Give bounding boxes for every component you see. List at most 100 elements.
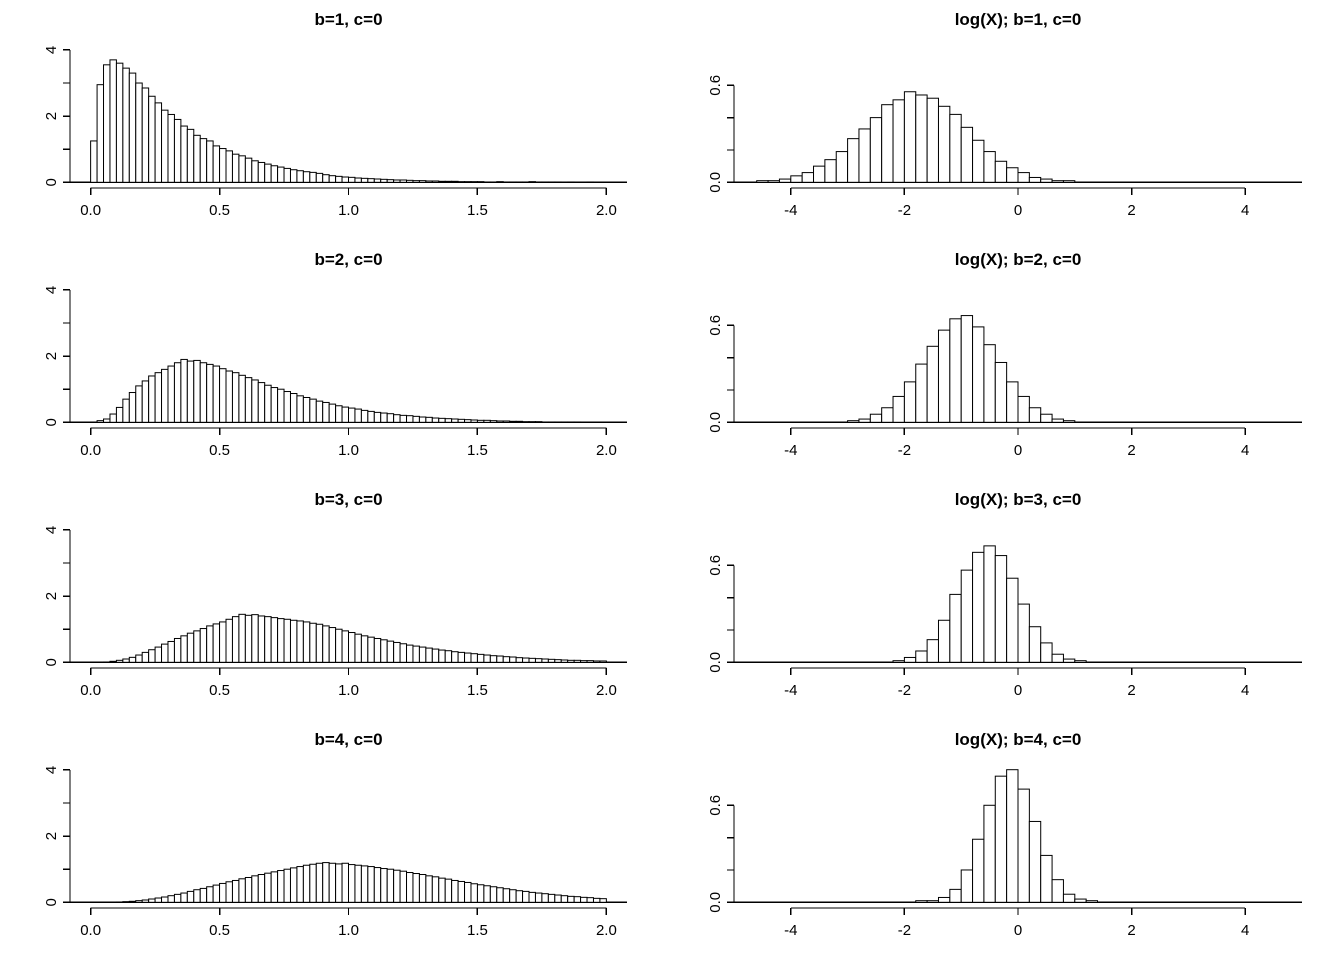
histogram-bar: [1085, 900, 1099, 903]
histogram-bar: [438, 417, 446, 423]
histogram-bar: [328, 403, 337, 423]
histogram-bar: [926, 345, 939, 423]
histogram-bar: [1062, 893, 1076, 903]
histogram-bar: [972, 551, 985, 663]
histogram-bar: [251, 614, 259, 663]
histogram-bar: [186, 632, 195, 663]
histogram-bar: [778, 178, 792, 183]
histogram-bar: [483, 419, 491, 423]
x-tick-label: 0.0: [80, 682, 101, 699]
histogram-bar: [238, 155, 246, 183]
histogram-plot-log-b2: log(X); b=2, c=0 -4 -2 0 2 4 0.0 0.6: [672, 240, 1344, 480]
histogram-bar: [983, 151, 996, 183]
x-axis: -4 -2 0 2 4: [784, 427, 1249, 459]
histogram-bar: [835, 151, 849, 183]
histogram-bar: [457, 181, 466, 183]
histogram-bar: [367, 866, 375, 903]
y-axis: 0.0 0.6: [707, 75, 735, 193]
histogram-bar: [592, 897, 601, 903]
histogram-bar: [496, 181, 504, 183]
histogram-bar: [180, 635, 188, 663]
histogram-bar: [206, 625, 214, 663]
histogram-bar: [438, 180, 446, 183]
histogram-bar: [470, 653, 478, 663]
histogram-bars: [103, 613, 607, 663]
histogram-plot-log-b4: log(X); b=4, c=0 -4 -2 0 2 4 0.0 0.6: [672, 720, 1344, 960]
histogram-bar: [257, 382, 266, 423]
y-tick-label: 0: [43, 898, 60, 906]
histogram-bar: [277, 618, 285, 663]
histogram-bar: [373, 411, 382, 423]
histogram-bar: [560, 659, 569, 663]
histogram-bar: [219, 621, 227, 663]
histogram-bar: [399, 870, 408, 903]
histogram-bar: [960, 869, 974, 903]
histogram-bar: [135, 654, 143, 663]
histogram-bar: [528, 657, 536, 663]
histogram-bar: [926, 900, 939, 903]
histogram-plot-b4: b=4, c=0 0.0 0.5 1.0 1.5 2.0 0 2 4: [0, 720, 672, 960]
histogram-bar: [289, 169, 298, 183]
histogram-bar: [399, 643, 408, 663]
y-tick-label: 0.0: [707, 652, 724, 673]
histogram-bar: [212, 145, 221, 183]
histogram-bar: [302, 621, 311, 663]
histogram-bar: [373, 867, 382, 903]
histogram-bar: [360, 865, 369, 903]
x-axis: 0.0 0.5 1.0 1.5 2.0: [80, 187, 617, 219]
histogram-bar: [270, 387, 279, 423]
histogram-bar: [283, 167, 291, 183]
plot-title-b4: b=4, c=0: [314, 730, 383, 749]
histogram-bar: [296, 620, 304, 663]
histogram-bar: [489, 886, 498, 903]
histogram-canvas-log-b2: -4 -2 0 2 4 0.0 0.6: [707, 315, 1302, 459]
histogram-bar: [573, 896, 582, 903]
x-tick-label: 4: [1241, 922, 1249, 939]
histogram-bar: [425, 647, 433, 663]
histogram-bar: [335, 405, 343, 423]
histogram-bar: [309, 171, 317, 183]
histogram-bar: [225, 618, 233, 663]
histogram-bar: [937, 105, 951, 183]
x-tick-label: 0: [1014, 922, 1022, 939]
histogram-bar: [892, 395, 905, 423]
histogram-bar: [354, 633, 362, 663]
histogram-bar: [283, 618, 291, 663]
histogram-bar: [560, 895, 569, 903]
plot-title-b3: b=3, c=0: [314, 490, 383, 509]
histogram-bar: [348, 632, 356, 663]
histogram-bar: [231, 153, 240, 183]
histogram-bar: [457, 651, 466, 663]
histogram-bar: [790, 175, 803, 183]
x-tick-label: 4: [1241, 682, 1249, 699]
histogram-bar: [173, 637, 182, 663]
y-axis: 0.0 0.6: [707, 555, 735, 673]
histogram-bar: [212, 365, 221, 423]
histogram-bar: [1074, 898, 1087, 903]
histogram-bar: [554, 659, 562, 663]
histogram-bar: [892, 660, 905, 663]
histogram-bar: [103, 64, 111, 183]
histogram-bar: [296, 395, 304, 423]
histogram-bar: [219, 148, 227, 183]
histogram-bar: [335, 628, 343, 663]
histogram-bar: [251, 379, 259, 423]
histogram-bar: [257, 161, 266, 183]
histogram-bar: [141, 651, 150, 663]
histogram-bar: [135, 900, 143, 903]
histogram-bar: [522, 890, 530, 903]
histogram-bar: [393, 414, 401, 423]
histogram-bar: [567, 895, 575, 903]
histogram-bar: [496, 420, 504, 423]
plot-title-log-b1: log(X); b=1, c=0: [954, 10, 1082, 29]
x-axis: 0.0 0.5 1.0 1.5 2.0: [80, 907, 617, 939]
histogram-bar: [937, 329, 951, 423]
x-axis: -4 -2 0 2 4: [784, 187, 1249, 219]
histogram-bar: [167, 113, 175, 183]
histogram-bar: [309, 622, 317, 663]
histogram-bar: [212, 884, 221, 903]
histogram-bar: [470, 883, 478, 903]
histogram-bar: [412, 645, 420, 663]
histogram-bar: [554, 894, 562, 903]
histogram-bar: [496, 655, 504, 663]
